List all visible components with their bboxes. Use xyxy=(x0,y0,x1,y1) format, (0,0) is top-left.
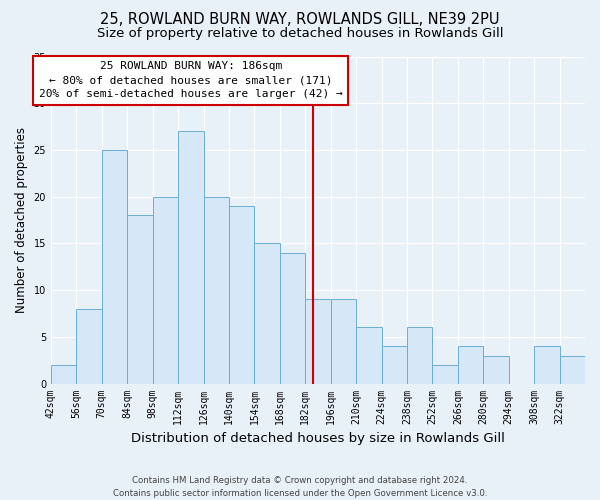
Text: 25 ROWLAND BURN WAY: 186sqm
← 80% of detached houses are smaller (171)
20% of se: 25 ROWLAND BURN WAY: 186sqm ← 80% of det… xyxy=(39,61,343,99)
Bar xyxy=(178,132,203,384)
Text: Size of property relative to detached houses in Rowlands Gill: Size of property relative to detached ho… xyxy=(97,28,503,40)
Bar xyxy=(203,196,229,384)
Y-axis label: Number of detached properties: Number of detached properties xyxy=(15,127,28,313)
Bar xyxy=(229,206,254,384)
Bar xyxy=(254,244,280,384)
Bar xyxy=(407,328,433,384)
Bar xyxy=(76,309,102,384)
X-axis label: Distribution of detached houses by size in Rowlands Gill: Distribution of detached houses by size … xyxy=(131,432,505,445)
Bar xyxy=(280,252,305,384)
Bar xyxy=(152,196,178,384)
Bar xyxy=(382,346,407,384)
Bar xyxy=(356,328,382,384)
Bar xyxy=(483,356,509,384)
Bar xyxy=(458,346,483,384)
Bar xyxy=(305,300,331,384)
Text: 25, ROWLAND BURN WAY, ROWLANDS GILL, NE39 2PU: 25, ROWLAND BURN WAY, ROWLANDS GILL, NE3… xyxy=(100,12,500,28)
Bar xyxy=(331,300,356,384)
Bar xyxy=(51,365,76,384)
Bar xyxy=(102,150,127,384)
Text: Contains HM Land Registry data © Crown copyright and database right 2024.
Contai: Contains HM Land Registry data © Crown c… xyxy=(113,476,487,498)
Bar xyxy=(560,356,585,384)
Bar xyxy=(433,365,458,384)
Bar xyxy=(127,216,152,384)
Bar xyxy=(534,346,560,384)
